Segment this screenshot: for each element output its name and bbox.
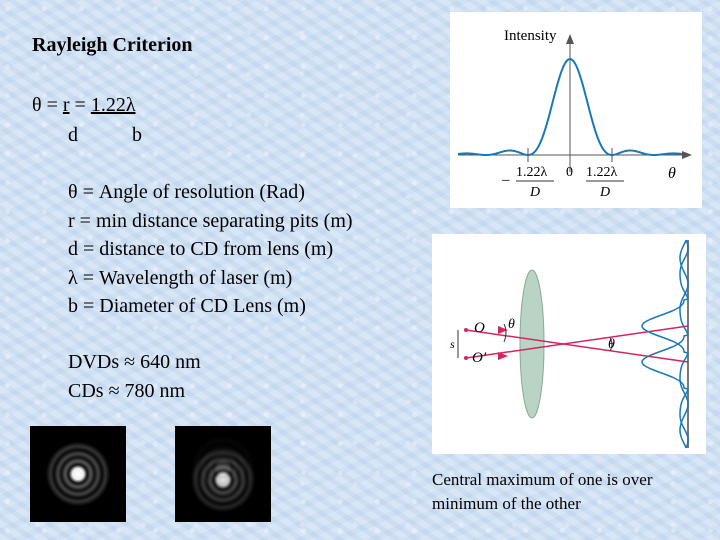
lens-diagram: O O′ s θ θ bbox=[450, 239, 689, 449]
x-axis-label: θ bbox=[668, 165, 676, 182]
label-o-prime: O′ bbox=[472, 350, 487, 366]
ray-from-o-prime bbox=[465, 325, 689, 359]
definition-item: r = min distance separating pits (m) bbox=[68, 209, 353, 232]
definition-item: λ = Wavelength of laser (m) bbox=[68, 266, 293, 289]
definitions-list: θ = Angle of resolution (Rad) r = min di… bbox=[68, 178, 353, 321]
equation-denominator-b: b bbox=[132, 124, 142, 146]
wavelength-item: CDs ≈ 780 nm bbox=[68, 380, 186, 402]
tick-zero: 0 bbox=[566, 165, 573, 180]
figure-caption: Central maximum of one is over minimum o… bbox=[432, 470, 653, 513]
tick-right-numerator: 1.22λ bbox=[586, 165, 618, 180]
tick-left-sign: – bbox=[501, 172, 510, 188]
airy-pattern-single-image bbox=[30, 426, 126, 522]
rayleigh-equation: θ = r = 1.22λ d b bbox=[32, 90, 142, 150]
intensity-figure: Intensity – 1.22λ D 0 1.22λ D θ bbox=[450, 12, 702, 208]
definition-item: θ = Angle of resolution (Rad) bbox=[68, 181, 305, 203]
angle-arc-2 bbox=[609, 337, 613, 352]
definition-item: d = distance to CD from lens (m) bbox=[68, 238, 334, 261]
source-o-prime bbox=[464, 356, 468, 360]
ray-from-o bbox=[465, 329, 689, 363]
wavelength-item: DVDs ≈ 640 nm bbox=[68, 351, 201, 373]
label-theta-1: θ bbox=[508, 317, 515, 332]
screen-pattern-curve-1 bbox=[641, 239, 689, 449]
lens bbox=[519, 269, 545, 419]
tick-left-denominator: D bbox=[529, 185, 540, 200]
airy-pattern-double-image bbox=[175, 422, 271, 526]
label-o: O bbox=[474, 320, 485, 336]
slide-title: Rayleigh Criterion bbox=[32, 34, 193, 56]
tick-left-numerator: 1.22λ bbox=[516, 165, 548, 180]
diffraction-curve bbox=[457, 57, 683, 157]
equation-numerator-lambda: 1.22λ bbox=[90, 94, 136, 116]
y-axis-arrow bbox=[566, 34, 574, 44]
equation-denominator-d: d bbox=[68, 124, 78, 146]
intensity-plot: Intensity – 1.22λ D 0 1.22λ D θ bbox=[457, 28, 692, 200]
label-s: s bbox=[450, 337, 455, 351]
equation-bottom-line: d b bbox=[32, 120, 142, 150]
airy-disk bbox=[32, 428, 124, 520]
equation-lhs: θ = bbox=[32, 94, 63, 116]
source-o bbox=[464, 328, 468, 332]
ray-arrow-1 bbox=[498, 326, 508, 334]
lens-figure: O O′ s θ θ bbox=[432, 234, 706, 454]
tick-right-denominator: D bbox=[599, 185, 610, 200]
airy-disk-lower bbox=[177, 434, 269, 526]
label-theta-2: θ bbox=[608, 337, 615, 352]
definition-item: b = Diameter of CD Lens (m) bbox=[68, 295, 306, 318]
y-axis-label: Intensity bbox=[504, 28, 557, 44]
x-axis-arrow bbox=[682, 151, 692, 159]
screen-pattern-curve-2 bbox=[641, 239, 689, 449]
equation-top-line: θ = r = 1.22λ bbox=[32, 90, 136, 120]
ray-arrow-2 bbox=[498, 352, 508, 360]
angle-arc-1 bbox=[503, 323, 507, 343]
equation-numerator-r: r bbox=[62, 94, 70, 116]
equation-equals: = bbox=[69, 94, 91, 116]
wavelength-list: DVDs ≈ 640 nm CDs ≈ 780 nm bbox=[68, 348, 201, 406]
